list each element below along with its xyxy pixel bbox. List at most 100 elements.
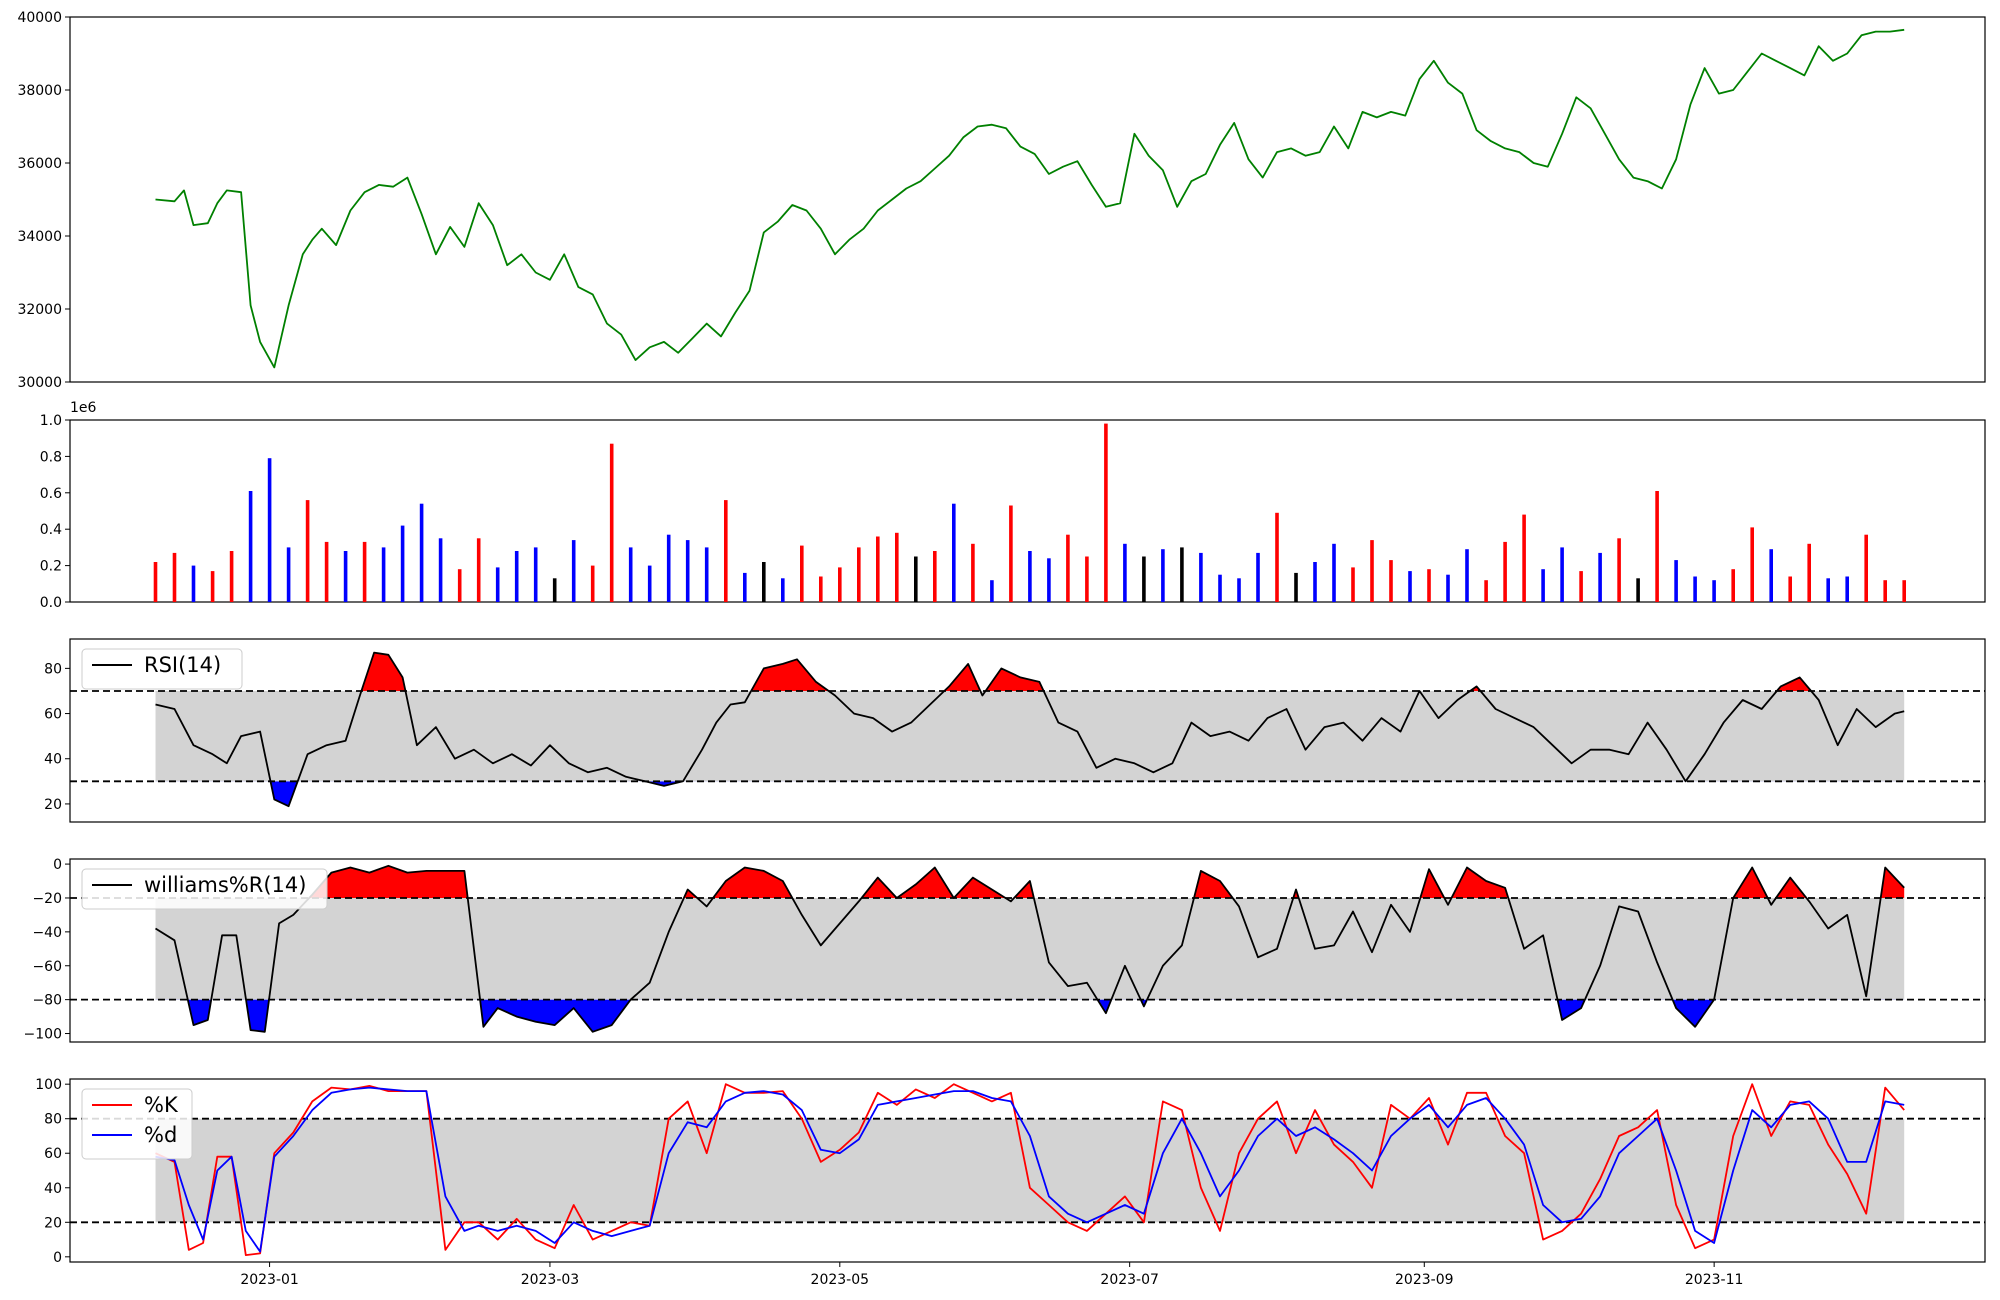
volume-bar bbox=[1655, 491, 1659, 602]
volume-bar bbox=[1617, 538, 1621, 602]
y-tick-label: 0.2 bbox=[40, 559, 62, 575]
volume-bar bbox=[685, 540, 690, 602]
volume-bar bbox=[1237, 578, 1241, 602]
neutral-band bbox=[155, 690, 1905, 782]
volume-bar bbox=[1256, 552, 1260, 602]
volume-bar bbox=[571, 540, 576, 602]
volume-bar bbox=[1199, 552, 1203, 602]
volume-bar bbox=[533, 547, 538, 602]
volume-bar bbox=[1598, 552, 1602, 602]
volume-bar bbox=[1484, 580, 1488, 602]
volume-bar bbox=[1883, 580, 1887, 602]
volume-bar bbox=[800, 545, 804, 602]
y-tick-label: 0.0 bbox=[40, 595, 62, 611]
volume-bar bbox=[400, 525, 405, 602]
volume-bar bbox=[704, 547, 709, 602]
rsi-line bbox=[155, 651, 1905, 808]
volume-bar bbox=[1769, 549, 1773, 602]
price-line bbox=[155, 28, 1905, 369]
volume-bar bbox=[1389, 560, 1393, 602]
volume-bar bbox=[933, 551, 937, 602]
volume-bar bbox=[1294, 572, 1298, 602]
volume-bar bbox=[1218, 574, 1222, 602]
oversold-fill bbox=[187, 999, 1715, 1032]
volume-bar bbox=[1465, 549, 1469, 602]
y-tick-label: 40 bbox=[44, 1181, 62, 1197]
y-tick-label: 36000 bbox=[17, 156, 62, 172]
volume-bar bbox=[1807, 543, 1811, 602]
y-tick-label: 80 bbox=[44, 1112, 62, 1128]
legend-label: RSI(14) bbox=[144, 653, 221, 677]
volume-bar bbox=[1047, 558, 1051, 602]
volume-bar bbox=[172, 552, 177, 602]
volume-bar bbox=[1275, 512, 1279, 602]
volume-bar bbox=[1541, 569, 1545, 602]
y-tick-label: 1.0 bbox=[40, 413, 62, 429]
axes-frame bbox=[69, 16, 1986, 383]
volume-bar bbox=[229, 551, 234, 602]
y-tick-label: 60 bbox=[44, 707, 62, 723]
x-tick-label: 2023-07 bbox=[1100, 1272, 1159, 1288]
volume-bar bbox=[153, 562, 158, 602]
y-offset-label: 1e6 bbox=[70, 400, 97, 416]
volume-bar bbox=[381, 547, 386, 602]
axes-frame bbox=[69, 858, 1986, 1043]
volume-bar bbox=[248, 491, 253, 602]
volume-bar bbox=[971, 543, 975, 602]
volume-bar bbox=[1028, 551, 1032, 602]
y-tick-label: 32000 bbox=[17, 302, 62, 318]
y-tick-label: 40000 bbox=[17, 10, 62, 26]
volume-bar bbox=[1693, 576, 1697, 602]
volume-bar bbox=[1408, 571, 1412, 602]
volume-bar bbox=[666, 534, 671, 602]
volume-bar bbox=[1579, 571, 1583, 602]
y-tick-label: 0 bbox=[53, 1250, 62, 1266]
volume-bar bbox=[647, 565, 652, 602]
volume-bar bbox=[1085, 556, 1089, 602]
volume-bar bbox=[952, 503, 956, 602]
volume-bar bbox=[1864, 534, 1868, 602]
y-tick-label: −20 bbox=[32, 891, 62, 907]
volume-bar bbox=[1845, 576, 1849, 602]
y-tick-label: −40 bbox=[32, 925, 62, 941]
volume-bar bbox=[1636, 578, 1640, 602]
volume-bar bbox=[590, 565, 595, 602]
volume-bar bbox=[895, 532, 899, 602]
volume-bar bbox=[819, 576, 823, 602]
volume-bar bbox=[552, 578, 557, 602]
volume-bar bbox=[1427, 569, 1431, 602]
y-tick-label: 34000 bbox=[17, 229, 62, 245]
volume-bar bbox=[1712, 580, 1716, 602]
volume-bar bbox=[438, 538, 443, 602]
volume-bar bbox=[1066, 534, 1070, 602]
x-tick-label: 2023-03 bbox=[521, 1272, 580, 1288]
y-tick-label: 100 bbox=[35, 1077, 62, 1093]
volume-bar bbox=[343, 551, 348, 602]
volume-bar bbox=[1750, 527, 1754, 602]
volume-bar bbox=[362, 541, 367, 602]
volume-bar bbox=[1123, 543, 1127, 602]
legend-label: %K bbox=[144, 1093, 179, 1117]
y-tick-label: 0.8 bbox=[40, 449, 62, 465]
volume-bar bbox=[1446, 574, 1450, 602]
volume-bar bbox=[838, 567, 842, 602]
legend-box bbox=[81, 1088, 193, 1160]
volume-bar bbox=[628, 547, 633, 602]
volume-bar bbox=[1161, 549, 1165, 602]
y-tick-label: 80 bbox=[44, 661, 62, 677]
volume-bar bbox=[419, 503, 424, 602]
axes-frame bbox=[69, 638, 1986, 823]
volume-bar bbox=[1009, 505, 1013, 602]
volume-bar bbox=[1731, 569, 1735, 602]
volume-bar bbox=[267, 458, 272, 602]
volume-bar bbox=[495, 567, 500, 602]
neutral-band bbox=[155, 897, 1905, 1000]
volume-bar bbox=[762, 562, 766, 602]
volume-bar bbox=[1522, 514, 1526, 602]
volume-bar bbox=[990, 580, 994, 602]
y-tick-label: 38000 bbox=[17, 83, 62, 99]
legend-box bbox=[81, 648, 243, 690]
volume-bar bbox=[1104, 423, 1108, 602]
legend-box bbox=[81, 868, 328, 910]
